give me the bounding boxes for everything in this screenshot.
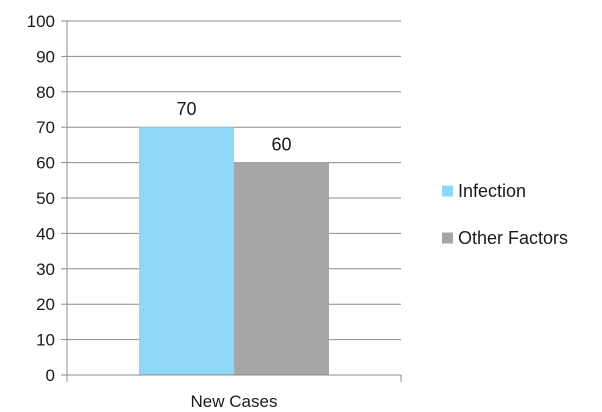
y-tick-label: 90 [36,47,55,66]
bar-infection [139,127,234,375]
data-label: 60 [271,135,291,155]
legend-label: Infection [458,181,526,201]
legend: Infection Other Factors [442,181,568,248]
y-tick-label: 30 [36,260,55,279]
data-labels: 70 60 [176,99,291,154]
bars [139,127,329,375]
y-tick-label: 10 [36,331,55,350]
y-tick-label: 100 [27,12,55,31]
data-label: 70 [176,99,196,119]
y-tick-label: 20 [36,295,55,314]
y-tick-label: 80 [36,83,55,102]
x-category-label: New Cases [191,392,278,411]
y-tick-label: 60 [36,154,55,173]
y-tick-label: 50 [36,189,55,208]
legend-swatch [442,185,453,197]
y-tick-label: 0 [46,366,55,385]
y-tick-label: 70 [36,118,55,137]
legend-swatch [442,232,453,244]
y-axis: 0 10 20 30 40 50 60 70 80 90 100 [27,12,68,385]
legend-label: Other Factors [458,228,568,248]
x-axis: New Cases [66,374,402,411]
bar-other-factors [234,162,329,375]
y-tick-label: 40 [36,224,55,243]
